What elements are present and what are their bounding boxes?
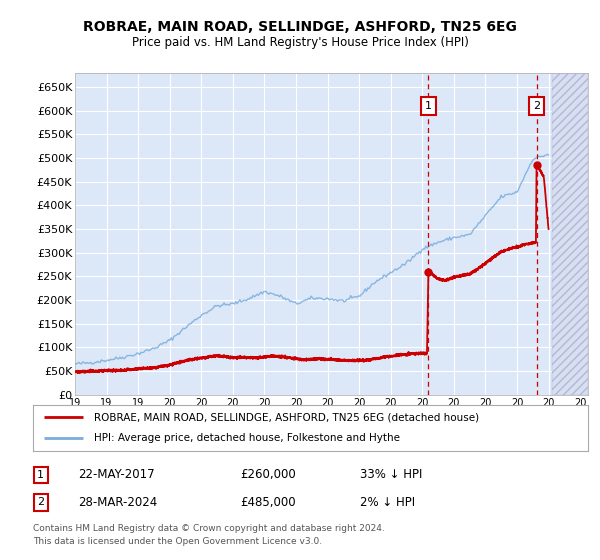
Text: 2: 2 [533, 101, 540, 111]
Text: 1: 1 [425, 101, 432, 111]
Text: Contains HM Land Registry data © Crown copyright and database right 2024.: Contains HM Land Registry data © Crown c… [33, 524, 385, 533]
Text: 22-MAY-2017: 22-MAY-2017 [78, 468, 155, 482]
Text: 2% ↓ HPI: 2% ↓ HPI [360, 496, 415, 509]
Text: Price paid vs. HM Land Registry's House Price Index (HPI): Price paid vs. HM Land Registry's House … [131, 36, 469, 49]
Text: This data is licensed under the Open Government Licence v3.0.: This data is licensed under the Open Gov… [33, 538, 322, 547]
Text: 1: 1 [37, 470, 44, 480]
Bar [553, 73, 588, 395]
Text: 2: 2 [37, 497, 44, 507]
Bar [553, 73, 588, 395]
Text: £260,000: £260,000 [240, 468, 296, 482]
Text: 33% ↓ HPI: 33% ↓ HPI [360, 468, 422, 482]
Text: ROBRAE, MAIN ROAD, SELLINDGE, ASHFORD, TN25 6EG (detached house): ROBRAE, MAIN ROAD, SELLINDGE, ASHFORD, T… [94, 412, 479, 422]
Text: £485,000: £485,000 [240, 496, 296, 509]
Text: 28-MAR-2024: 28-MAR-2024 [78, 496, 157, 509]
Text: ROBRAE, MAIN ROAD, SELLINDGE, ASHFORD, TN25 6EG: ROBRAE, MAIN ROAD, SELLINDGE, ASHFORD, T… [83, 20, 517, 34]
Text: HPI: Average price, detached house, Folkestone and Hythe: HPI: Average price, detached house, Folk… [94, 433, 400, 444]
